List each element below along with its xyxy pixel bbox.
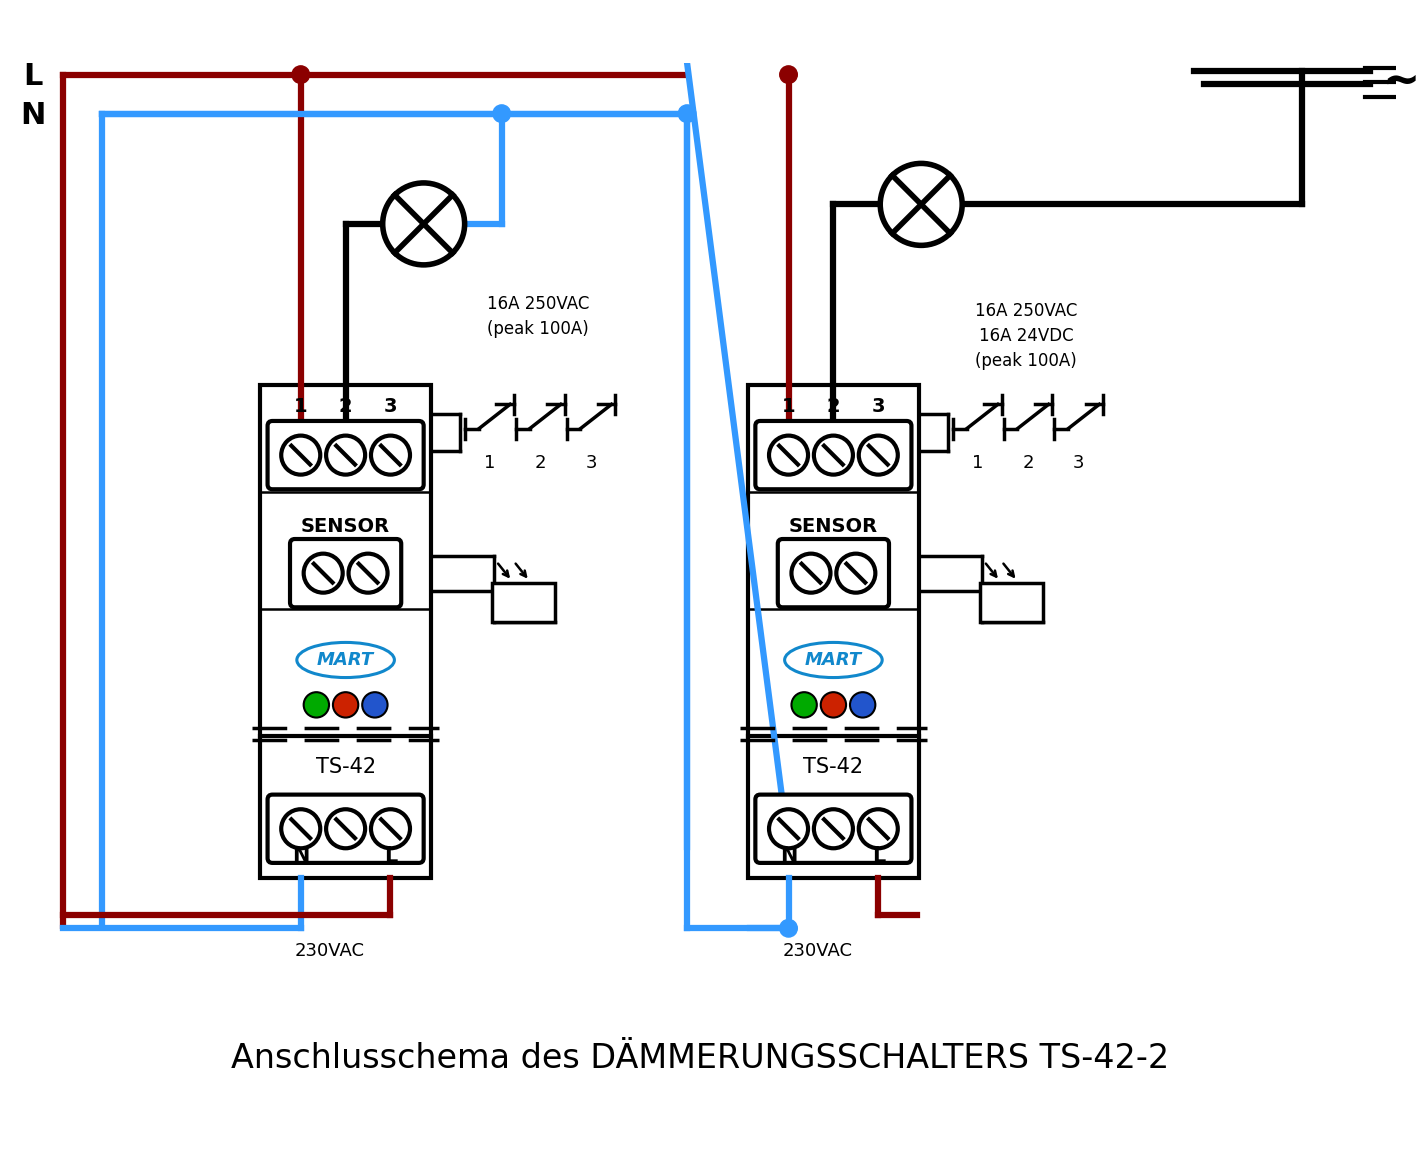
Text: L: L (24, 63, 43, 92)
FancyBboxPatch shape (755, 421, 912, 489)
Bar (748, 385, 919, 877)
Circle shape (859, 809, 898, 848)
Circle shape (304, 692, 330, 717)
Text: 1: 1 (972, 454, 983, 472)
Bar (492, 583, 555, 622)
Text: SENSOR: SENSOR (301, 517, 390, 535)
Circle shape (779, 919, 798, 936)
Text: 2: 2 (535, 454, 547, 472)
Text: MART: MART (317, 651, 374, 669)
Text: 230VAC: 230VAC (295, 942, 365, 960)
Ellipse shape (785, 642, 882, 678)
Text: TS-42: TS-42 (315, 757, 375, 778)
Text: 2: 2 (826, 396, 841, 416)
Text: N: N (293, 846, 310, 866)
Text: N: N (779, 846, 798, 866)
Circle shape (769, 436, 808, 475)
Text: N: N (21, 101, 46, 130)
Circle shape (678, 104, 696, 123)
Text: 1: 1 (782, 396, 795, 416)
FancyBboxPatch shape (268, 795, 424, 863)
Circle shape (792, 692, 816, 717)
Circle shape (836, 554, 875, 592)
Circle shape (362, 692, 388, 717)
Circle shape (813, 436, 853, 475)
Circle shape (281, 809, 320, 848)
Ellipse shape (297, 642, 394, 678)
Text: TS-42: TS-42 (803, 757, 863, 778)
Circle shape (293, 66, 310, 83)
Circle shape (880, 163, 962, 246)
Circle shape (332, 692, 358, 717)
Text: 230VAC: 230VAC (783, 942, 853, 960)
Text: L: L (384, 846, 397, 866)
Text: 3: 3 (872, 396, 885, 416)
FancyBboxPatch shape (290, 539, 401, 607)
FancyBboxPatch shape (778, 539, 889, 607)
Text: 3: 3 (1073, 454, 1085, 472)
Text: 1: 1 (294, 396, 308, 416)
Circle shape (371, 809, 410, 848)
Circle shape (281, 436, 320, 475)
Circle shape (821, 692, 846, 717)
Circle shape (327, 436, 365, 475)
Text: 2: 2 (1022, 454, 1033, 472)
Circle shape (371, 436, 410, 475)
Circle shape (813, 809, 853, 848)
Circle shape (348, 554, 388, 592)
Text: 2: 2 (338, 396, 352, 416)
Text: 3: 3 (384, 396, 397, 416)
Circle shape (850, 692, 875, 717)
Text: ~: ~ (1383, 59, 1420, 102)
Circle shape (859, 436, 898, 475)
Text: 3: 3 (585, 454, 596, 472)
Circle shape (792, 554, 831, 592)
Circle shape (769, 809, 808, 848)
FancyBboxPatch shape (755, 795, 912, 863)
Text: MART: MART (805, 651, 862, 669)
FancyBboxPatch shape (268, 421, 424, 489)
Circle shape (779, 66, 798, 83)
Text: Anschlusschema des DÄMMERUNGSSCHALTERS TS-42-2: Anschlusschema des DÄMMERUNGSSCHALTERS T… (231, 1042, 1169, 1074)
Circle shape (382, 183, 465, 265)
Text: SENSOR: SENSOR (789, 517, 878, 535)
Circle shape (492, 104, 511, 123)
Text: 1: 1 (484, 454, 495, 472)
Circle shape (304, 554, 342, 592)
Text: 16A 250VAC
16A 24VDC
(peak 100A): 16A 250VAC 16A 24VDC (peak 100A) (975, 302, 1077, 370)
Text: 16A 250VAC
(peak 100A): 16A 250VAC (peak 100A) (487, 296, 589, 338)
Circle shape (327, 809, 365, 848)
Text: L: L (872, 846, 885, 866)
Bar (260, 385, 431, 877)
Bar (980, 583, 1043, 622)
